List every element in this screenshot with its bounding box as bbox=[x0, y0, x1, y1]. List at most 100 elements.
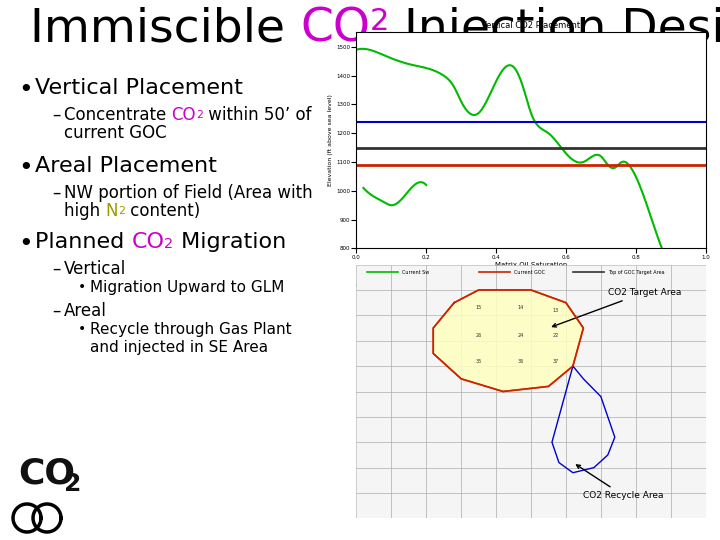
Text: Top of GOC Target Area: Top of GOC Target Area bbox=[538, 284, 602, 288]
Bar bbox=[601, 392, 636, 417]
Bar bbox=[392, 341, 426, 366]
Bar bbox=[636, 442, 671, 468]
Text: Current Sw: Current Sw bbox=[402, 269, 429, 275]
Title: Vertical CO2 Placement: Vertical CO2 Placement bbox=[482, 21, 580, 30]
Bar bbox=[426, 315, 462, 341]
Bar bbox=[636, 366, 671, 391]
Bar bbox=[496, 290, 531, 315]
Text: Current GOC: Current GOC bbox=[513, 269, 544, 275]
Bar bbox=[496, 493, 531, 518]
Text: –: – bbox=[52, 184, 60, 202]
Bar bbox=[356, 417, 392, 442]
Bar bbox=[392, 493, 426, 518]
Bar bbox=[356, 392, 392, 417]
Bar bbox=[461, 442, 496, 468]
Text: CO2 Target Area: CO2 Target Area bbox=[552, 288, 681, 327]
Bar bbox=[671, 442, 706, 468]
Bar bbox=[356, 315, 392, 341]
Bar bbox=[426, 366, 462, 391]
Text: Avg GLM Elevation: Avg GLM Elevation bbox=[636, 284, 687, 288]
Bar bbox=[496, 468, 531, 493]
Bar bbox=[496, 392, 531, 417]
Polygon shape bbox=[433, 290, 583, 392]
Text: 2: 2 bbox=[164, 232, 174, 246]
Bar bbox=[636, 468, 671, 493]
Bar bbox=[601, 290, 636, 315]
Bar bbox=[566, 392, 601, 417]
Text: 2: 2 bbox=[196, 110, 203, 119]
Bar bbox=[496, 341, 531, 366]
Bar bbox=[566, 468, 601, 493]
Text: •: • bbox=[18, 156, 32, 180]
Bar bbox=[566, 366, 601, 391]
Text: high: high bbox=[64, 202, 105, 220]
Bar bbox=[671, 290, 706, 315]
Bar bbox=[636, 493, 671, 518]
Text: Migration Upward to GLM: Migration Upward to GLM bbox=[90, 280, 284, 295]
Bar bbox=[392, 392, 426, 417]
Text: Areal Placement: Areal Placement bbox=[35, 156, 217, 176]
Text: content): content) bbox=[125, 202, 200, 220]
Text: Current Sw: Current Sw bbox=[356, 284, 387, 288]
Bar bbox=[461, 392, 496, 417]
Bar bbox=[426, 417, 462, 442]
Bar bbox=[636, 417, 671, 442]
Text: N: N bbox=[105, 202, 118, 220]
Bar bbox=[566, 493, 601, 518]
Bar bbox=[426, 468, 462, 493]
Bar bbox=[601, 468, 636, 493]
Bar bbox=[636, 341, 671, 366]
Text: 2: 2 bbox=[64, 472, 81, 496]
Bar bbox=[461, 417, 496, 442]
Text: 15: 15 bbox=[475, 305, 482, 310]
Bar bbox=[671, 315, 706, 341]
Bar bbox=[531, 417, 566, 442]
Bar bbox=[426, 442, 462, 468]
Text: –: – bbox=[52, 260, 60, 278]
Text: 14: 14 bbox=[518, 305, 523, 310]
Bar bbox=[356, 265, 392, 290]
Bar bbox=[636, 315, 671, 341]
Bar bbox=[356, 468, 392, 493]
Bar bbox=[392, 417, 426, 442]
Bar bbox=[531, 366, 566, 391]
X-axis label: Matrix Oil Saturation: Matrix Oil Saturation bbox=[495, 262, 567, 268]
Bar bbox=[461, 493, 496, 518]
Text: 13: 13 bbox=[552, 308, 559, 313]
Bar bbox=[531, 290, 566, 315]
Bar bbox=[671, 366, 706, 391]
Text: 36: 36 bbox=[518, 359, 523, 363]
Text: •: • bbox=[78, 322, 86, 336]
Bar bbox=[356, 341, 392, 366]
Bar bbox=[461, 290, 496, 315]
Bar bbox=[566, 290, 601, 315]
Bar bbox=[426, 392, 462, 417]
Bar bbox=[636, 265, 671, 290]
Text: NW portion of Field (Area with: NW portion of Field (Area with bbox=[64, 184, 312, 202]
Text: Migration: Migration bbox=[174, 232, 286, 252]
Text: 2: 2 bbox=[196, 106, 203, 116]
Text: Planned: Planned bbox=[35, 232, 131, 252]
Bar bbox=[671, 341, 706, 366]
Text: CO: CO bbox=[18, 456, 75, 490]
Text: Injection Design: Injection Design bbox=[390, 7, 720, 52]
Bar bbox=[601, 265, 636, 290]
Text: 24: 24 bbox=[518, 333, 523, 338]
Text: CO2 Recycle Area: CO2 Recycle Area bbox=[577, 465, 664, 500]
Text: Areal: Areal bbox=[64, 302, 107, 320]
Bar bbox=[426, 493, 462, 518]
Bar bbox=[601, 493, 636, 518]
Text: Immiscible: Immiscible bbox=[30, 7, 300, 52]
Text: 2: 2 bbox=[370, 7, 390, 36]
Bar bbox=[461, 468, 496, 493]
Text: 2: 2 bbox=[118, 202, 125, 212]
Text: 2: 2 bbox=[118, 206, 125, 215]
Text: 22: 22 bbox=[552, 333, 559, 338]
Bar bbox=[392, 315, 426, 341]
Bar bbox=[496, 417, 531, 442]
Bar bbox=[566, 417, 601, 442]
Bar bbox=[461, 341, 496, 366]
Bar bbox=[566, 315, 601, 341]
Text: and injected in SE Area: and injected in SE Area bbox=[90, 340, 268, 355]
Bar bbox=[671, 392, 706, 417]
